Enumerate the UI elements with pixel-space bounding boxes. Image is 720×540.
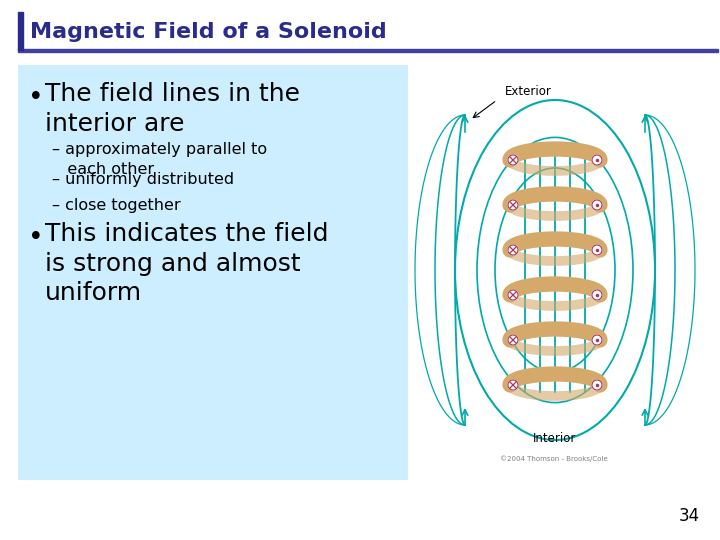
- Text: ©2004 Thomson - Brooks/Cole: ©2004 Thomson - Brooks/Cole: [500, 455, 608, 462]
- Circle shape: [592, 290, 602, 300]
- Circle shape: [508, 200, 518, 210]
- Text: – close together: – close together: [52, 198, 181, 213]
- Bar: [18, 49, 718, 52]
- Text: •: •: [28, 225, 44, 251]
- Circle shape: [592, 245, 602, 255]
- Text: – uniformly distributed: – uniformly distributed: [52, 172, 234, 187]
- Text: This indicates the field
is strong and almost
uniform: This indicates the field is strong and a…: [45, 222, 328, 306]
- Text: The field lines in the
interior are: The field lines in the interior are: [45, 82, 300, 136]
- Text: Interior: Interior: [533, 432, 577, 445]
- Circle shape: [508, 335, 518, 345]
- Circle shape: [508, 245, 518, 255]
- Circle shape: [592, 155, 602, 165]
- Text: – approximately parallel to
   each other: – approximately parallel to each other: [52, 142, 267, 177]
- Text: •: •: [28, 85, 44, 111]
- Bar: [18, 12, 23, 50]
- Text: Magnetic Field of a Solenoid: Magnetic Field of a Solenoid: [30, 22, 387, 42]
- Circle shape: [592, 380, 602, 390]
- Circle shape: [508, 290, 518, 300]
- Circle shape: [508, 155, 518, 165]
- Circle shape: [508, 380, 518, 390]
- Bar: [18, 65, 408, 480]
- Text: Exterior: Exterior: [505, 85, 552, 98]
- Text: 34: 34: [679, 507, 700, 525]
- Circle shape: [592, 200, 602, 210]
- Circle shape: [592, 335, 602, 345]
